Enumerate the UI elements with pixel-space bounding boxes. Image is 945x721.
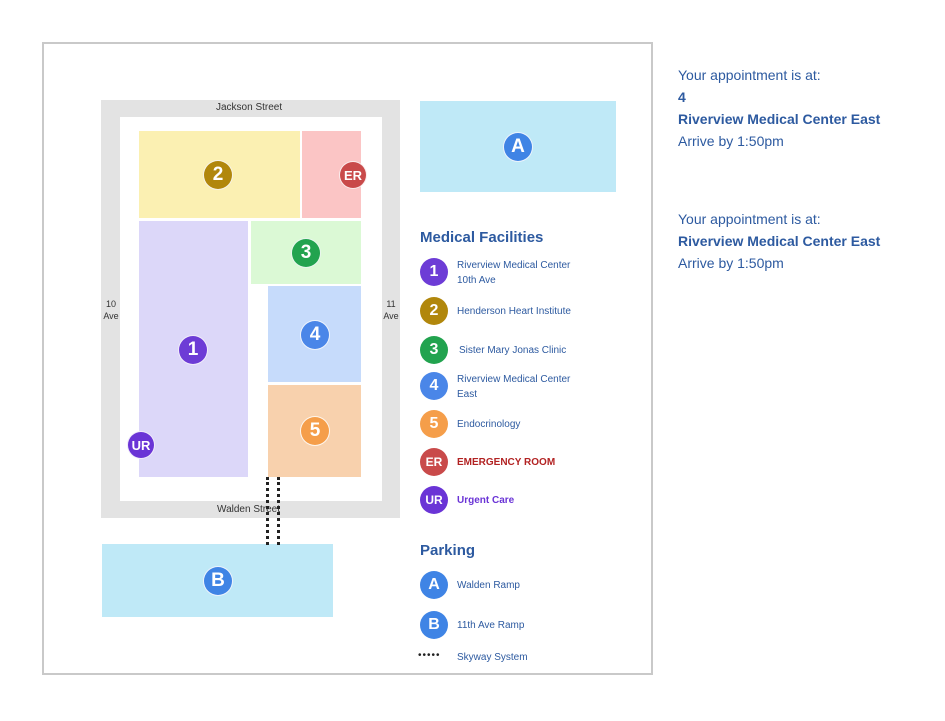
legend-parking-heading: Parking — [420, 542, 476, 559]
appointment-2-arrive: Arrive by 1:50pm — [678, 255, 784, 271]
appointment-1-number: 4 — [678, 89, 686, 105]
appointment-info-1: Your appointment is at: 4 Riverview Medi… — [678, 64, 938, 152]
legend-item-4[interactable]: Riverview Medical Center East — [457, 372, 597, 402]
appointment-1-intro: Your appointment is at: — [678, 67, 821, 83]
tenth-ave-label: 10 Ave — [100, 298, 122, 322]
legend-item-walden-ramp[interactable]: Walden Ramp — [457, 580, 520, 591]
marker-parking-b[interactable]: B — [203, 566, 233, 596]
legend-marker-parking-a: A — [420, 571, 448, 599]
legend-marker-er: ER — [420, 448, 448, 476]
marker-4[interactable]: 4 — [300, 320, 330, 350]
legend-marker-1: 1 — [420, 258, 448, 286]
marker-er[interactable]: ER — [339, 161, 367, 189]
skyway-legend-icon: ••••• — [418, 650, 441, 661]
marker-2[interactable]: 2 — [203, 160, 233, 190]
marker-1[interactable]: 1 — [178, 335, 208, 365]
legend-item-ur[interactable]: Urgent Care — [457, 495, 515, 506]
appointment-info-2: Your appointment is at: Riverview Medica… — [678, 208, 938, 274]
appointment-1-arrive: Arrive by 1:50pm — [678, 133, 784, 149]
marker-ur[interactable]: UR — [127, 431, 155, 459]
tenth-ave-label-line1: 10 — [105, 299, 116, 309]
appointment-2-location: Riverview Medical Center East — [678, 233, 881, 249]
legend-item-er[interactable]: EMERGENCY ROOM — [457, 457, 556, 468]
legend-item-3[interactable]: Sister Mary Jonas Clinic — [459, 345, 567, 356]
legend-item-4-line2: East — [457, 389, 478, 400]
legend-marker-parking-b: B — [420, 611, 448, 639]
appointment-2-intro: Your appointment is at: — [678, 211, 821, 227]
legend-item-1-line1: Riverview Medical Center — [457, 260, 571, 271]
legend-marker-2: 2 — [420, 297, 448, 325]
marker-3[interactable]: 3 — [291, 238, 321, 268]
legend-facilities-heading: Medical Facilities — [420, 229, 544, 246]
eleventh-ave-label: 11 Ave — [380, 298, 402, 322]
legend-item-11th-ave-ramp[interactable]: 11th Ave Ramp — [457, 620, 525, 631]
legend-marker-5: 5 — [420, 410, 448, 438]
tenth-ave-label-line2: Ave — [103, 311, 119, 321]
legend-item-5[interactable]: Endocrinology — [457, 419, 521, 430]
legend-item-2[interactable]: Henderson Heart Institute — [457, 306, 571, 317]
eleventh-ave-label-line1: 11 — [386, 299, 396, 309]
legend-item-1-line2: 10th Ave — [457, 275, 496, 286]
legend-item-1[interactable]: Riverview Medical Center 10th Ave — [457, 258, 597, 288]
legend-marker-4: 4 — [420, 372, 448, 400]
eleventh-ave-label-line2: Ave — [383, 311, 399, 321]
legend-marker-3: 3 — [420, 336, 448, 364]
skyway-right — [277, 477, 280, 545]
jackson-street-label: Jackson Street — [216, 102, 283, 113]
legend-marker-ur: UR — [420, 486, 448, 514]
skyway-left — [266, 477, 269, 545]
marker-5[interactable]: 5 — [300, 416, 330, 446]
legend-item-4-line1: Riverview Medical Center — [457, 374, 571, 385]
walden-street-label: Walden Street — [217, 504, 280, 515]
marker-parking-a[interactable]: A — [503, 132, 533, 162]
appointment-1-location: Riverview Medical Center East — [678, 111, 881, 127]
legend-item-skyway[interactable]: Skyway System — [457, 652, 528, 663]
